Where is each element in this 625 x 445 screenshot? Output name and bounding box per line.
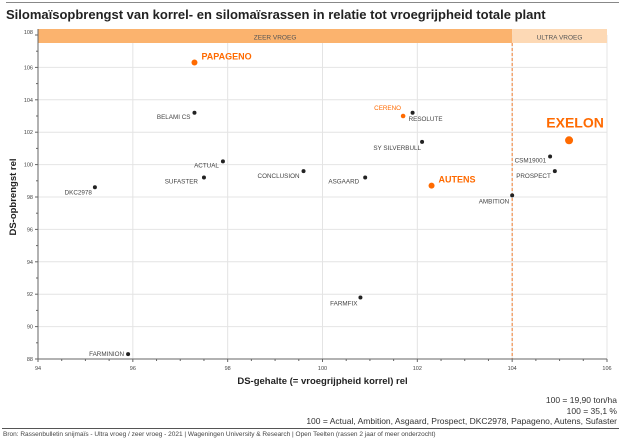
point-label-cereno: CERENO <box>374 105 401 112</box>
point-label-sy-silverbull: SY SILVERBULL <box>373 145 421 152</box>
scatter-chart: ZEER VROEG ULTRA VROEG 88 90 92 94 96 98 100 102 1… <box>8 29 612 387</box>
point-sufaster <box>201 175 206 180</box>
x-tick-label: 94 <box>35 366 41 372</box>
bottom-rule <box>2 428 619 429</box>
band-ultra-vroeg <box>512 29 607 43</box>
point-belami-cs <box>192 110 197 115</box>
y-tick-label: 94 <box>27 260 33 266</box>
point-papageno <box>191 59 198 66</box>
point-farminion <box>126 352 131 357</box>
point-ambition <box>510 193 515 198</box>
x-tick-label: 102 <box>413 366 422 372</box>
y-tick-label: 88 <box>27 357 33 363</box>
point-sy-silverbull <box>420 139 425 144</box>
point-label-exelon: EXELON <box>546 114 604 130</box>
point-actual <box>220 159 225 164</box>
source-text: Bron: Rassenbulletin snijmaïs - Ultra vr… <box>3 431 436 438</box>
top-rule <box>6 2 619 3</box>
note-ds: 100 = 35,1 % <box>566 405 617 416</box>
band-label: ULTRA VROEG <box>537 35 583 42</box>
point-label-dkc2978: DKC2978 <box>65 189 93 196</box>
point-label-csm19001: CSM19001 <box>515 158 547 165</box>
y-tick-label: 100 <box>24 163 33 169</box>
point-label-papageno: PAPAGENO <box>201 52 251 62</box>
point-autens <box>428 182 435 189</box>
point-csm19001 <box>548 154 553 159</box>
point-label-conclusion: CONCLUSION <box>258 173 300 180</box>
point-label-actual: ACTUAL <box>194 162 219 169</box>
x-tick-label: 96 <box>130 366 136 372</box>
y-tick-label: 90 <box>27 325 33 331</box>
chart-title: Silomaïsopbrengst van korrel- en silomaï… <box>6 7 546 22</box>
point-label-resolute: RESOLUTE <box>409 116 443 123</box>
point-label-prospect: PROSPECT <box>516 173 551 180</box>
y-tick-label: 92 <box>27 292 33 298</box>
point-cereno <box>400 113 406 119</box>
x-tick-label: 106 <box>602 366 611 372</box>
point-prospect <box>552 169 557 174</box>
note-reference-varieties: 100 = Actual, Ambition, Asgaard, Prospec… <box>306 416 617 426</box>
y-tick-label: 96 <box>27 227 33 233</box>
point-label-autens: AUTENS <box>439 175 476 185</box>
point-label-farminion: FARMINION <box>89 351 124 358</box>
x-axis-label: DS-gehalte (= vroegrijpheid korrel) rel <box>237 376 407 387</box>
band-label: ZEER VROEG <box>254 35 297 42</box>
point-label-sufaster: SUFASTER <box>165 179 199 186</box>
x-tick-label: 98 <box>225 366 231 372</box>
note-yield: 100 = 19,90 ton/ha <box>545 395 617 405</box>
point-label-belami-cs: BELAMI CS <box>157 114 191 121</box>
point-conclusion <box>301 169 306 174</box>
point-label-asgaard: ASGAARD <box>328 179 359 186</box>
point-asgaard <box>363 175 368 180</box>
point-exelon <box>565 136 574 145</box>
y-tick-label: 104 <box>24 98 33 104</box>
point-farmfix <box>358 295 363 300</box>
x-tick-label: 104 <box>508 366 517 372</box>
band-zeer-vroeg <box>38 29 513 43</box>
point-label-farmfix: FARMFIX <box>330 300 358 307</box>
point-resolute <box>410 110 415 115</box>
point-label-ambition: AMBITION <box>479 198 510 205</box>
y-axis-label: DS-opbrengst rel <box>8 158 19 235</box>
point-dkc2978 <box>92 185 97 190</box>
y-tick-label: 98 <box>27 195 33 201</box>
y-tick-label: 102 <box>24 130 33 136</box>
reference-notes: 100 = 19,90 ton/ha 100 = 35,1 % 100 = Ac… <box>306 395 617 427</box>
y-tick-label: 108 <box>24 30 33 36</box>
x-tick-label: 100 <box>318 366 327 372</box>
y-tick-label: 106 <box>24 65 33 71</box>
